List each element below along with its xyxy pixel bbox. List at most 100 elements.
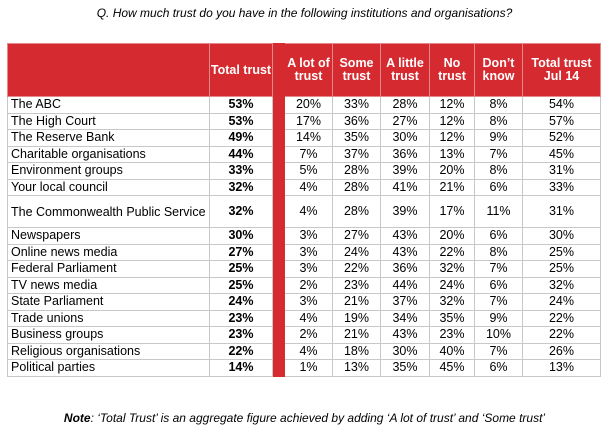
cell-separator (272, 227, 285, 245)
cell-total-trust: 33% (209, 162, 273, 180)
cell-total-trust-jul14: 52% (522, 129, 601, 147)
cell-no-trust: 12% (429, 112, 475, 130)
cell-total-trust: 30% (209, 227, 273, 245)
cell-total-trust-jul14: 13% (522, 359, 601, 377)
cell-a-little-trust: 41% (380, 178, 430, 196)
cell-institution: Religious organisations (7, 342, 210, 360)
cell-separator (272, 145, 285, 163)
cell-dont-know: 7% (474, 145, 523, 163)
cell-institution: Trade unions (7, 309, 210, 327)
cell-total-trust: 23% (209, 309, 273, 327)
cell-total-trust: 32% (209, 178, 273, 196)
cell-some-trust: 21% (332, 326, 381, 344)
cell-total-trust: 53% (209, 96, 273, 114)
cell-total-trust-jul14: 22% (522, 309, 601, 327)
cell-a-little-trust: 30% (380, 129, 430, 147)
cell-no-trust: 35% (429, 309, 475, 327)
table-row: The Reserve Bank 49% 14% 35% 30% 12% 9% 52% (7, 129, 601, 147)
cell-no-trust: 20% (429, 227, 475, 245)
table-row: State Parliament 24% 3% 21% 37% 32% 7% 24% (7, 293, 601, 311)
trust-table-container: Total trust A lot of trust Some trust A … (7, 43, 601, 377)
cell-dont-know: 7% (474, 342, 523, 360)
cell-a-lot-of-trust: 7% (284, 145, 333, 163)
cell-dont-know: 10% (474, 326, 523, 344)
cell-a-lot-of-trust: 2% (284, 276, 333, 294)
cell-total-trust-jul14: 33% (522, 178, 601, 196)
cell-a-lot-of-trust: 4% (284, 178, 333, 196)
cell-institution: Environment groups (7, 162, 210, 180)
table-row: Trade unions 23% 4% 19% 34% 35% 9% 22% (7, 309, 601, 327)
cell-a-little-trust: 37% (380, 293, 430, 311)
cell-some-trust: 27% (332, 227, 381, 245)
cell-institution: TV news media (7, 276, 210, 294)
cell-no-trust: 13% (429, 145, 475, 163)
cell-total-trust: 32% (209, 195, 273, 228)
cell-total-trust-jul14: 31% (522, 195, 601, 228)
cell-a-little-trust: 27% (380, 112, 430, 130)
cell-total-trust: 49% (209, 129, 273, 147)
header-a-lot-of-trust: A lot of trust (284, 43, 333, 97)
cell-separator (272, 112, 285, 130)
cell-total-trust-jul14: 45% (522, 145, 601, 163)
cell-total-trust: 25% (209, 260, 273, 278)
cell-separator (272, 195, 285, 228)
cell-dont-know: 6% (474, 178, 523, 196)
cell-dont-know: 6% (474, 359, 523, 377)
cell-a-lot-of-trust: 1% (284, 359, 333, 377)
cell-no-trust: 40% (429, 342, 475, 360)
footnote: Note: ‘Total Trust’ is an aggregate figu… (0, 411, 609, 425)
cell-separator (272, 276, 285, 294)
cell-some-trust: 22% (332, 260, 381, 278)
cell-dont-know: 7% (474, 293, 523, 311)
footnote-text: : ‘Total Trust’ is an aggregate figure a… (90, 411, 546, 425)
cell-a-lot-of-trust: 3% (284, 260, 333, 278)
cell-no-trust: 22% (429, 243, 475, 261)
cell-separator (272, 178, 285, 196)
cell-separator (272, 129, 285, 147)
cell-total-trust-jul14: 57% (522, 112, 601, 130)
cell-some-trust: 23% (332, 276, 381, 294)
cell-some-trust: 24% (332, 243, 381, 261)
cell-total-trust-jul14: 25% (522, 243, 601, 261)
table-row: Political parties 14% 1% 13% 35% 45% 6% 13% (7, 359, 601, 377)
cell-some-trust: 33% (332, 96, 381, 114)
cell-no-trust: 24% (429, 276, 475, 294)
cell-total-trust: 24% (209, 293, 273, 311)
cell-dont-know: 11% (474, 195, 523, 228)
table-row: Your local council 32% 4% 28% 41% 21% 6% 33% (7, 178, 601, 196)
cell-dont-know: 8% (474, 112, 523, 130)
cell-total-trust-jul14: 26% (522, 342, 601, 360)
cell-total-trust: 25% (209, 276, 273, 294)
cell-a-little-trust: 43% (380, 227, 430, 245)
cell-separator (272, 96, 285, 114)
cell-no-trust: 12% (429, 96, 475, 114)
cell-some-trust: 36% (332, 112, 381, 130)
cell-dont-know: 6% (474, 276, 523, 294)
cell-institution: Online news media (7, 243, 210, 261)
header-no-trust: No trust (429, 43, 475, 97)
header-total-trust-jul14: Total trust Jul 14 (522, 43, 601, 97)
table-row: The ABC 53% 20% 33% 28% 12% 8% 54% (7, 96, 601, 114)
cell-a-little-trust: 30% (380, 342, 430, 360)
cell-separator (272, 260, 285, 278)
cell-no-trust: 12% (429, 129, 475, 147)
cell-institution: Political parties (7, 359, 210, 377)
cell-some-trust: 35% (332, 129, 381, 147)
cell-a-lot-of-trust: 4% (284, 195, 333, 228)
cell-no-trust: 23% (429, 326, 475, 344)
question-text: Q. How much trust do you have in the fol… (96, 6, 513, 20)
table-row: Charitable organisations 44% 7% 37% 36% 13% 7%… (7, 145, 601, 163)
trust-table: Total trust A lot of trust Some trust A … (7, 43, 601, 377)
cell-a-lot-of-trust: 5% (284, 162, 333, 180)
cell-a-little-trust: 28% (380, 96, 430, 114)
cell-dont-know: 7% (474, 260, 523, 278)
cell-no-trust: 45% (429, 359, 475, 377)
cell-some-trust: 28% (332, 178, 381, 196)
cell-some-trust: 21% (332, 293, 381, 311)
cell-a-lot-of-trust: 3% (284, 227, 333, 245)
cell-institution: Business groups (7, 326, 210, 344)
cell-a-lot-of-trust: 4% (284, 342, 333, 360)
cell-dont-know: 9% (474, 129, 523, 147)
cell-a-lot-of-trust: 17% (284, 112, 333, 130)
header-separator (272, 43, 285, 97)
